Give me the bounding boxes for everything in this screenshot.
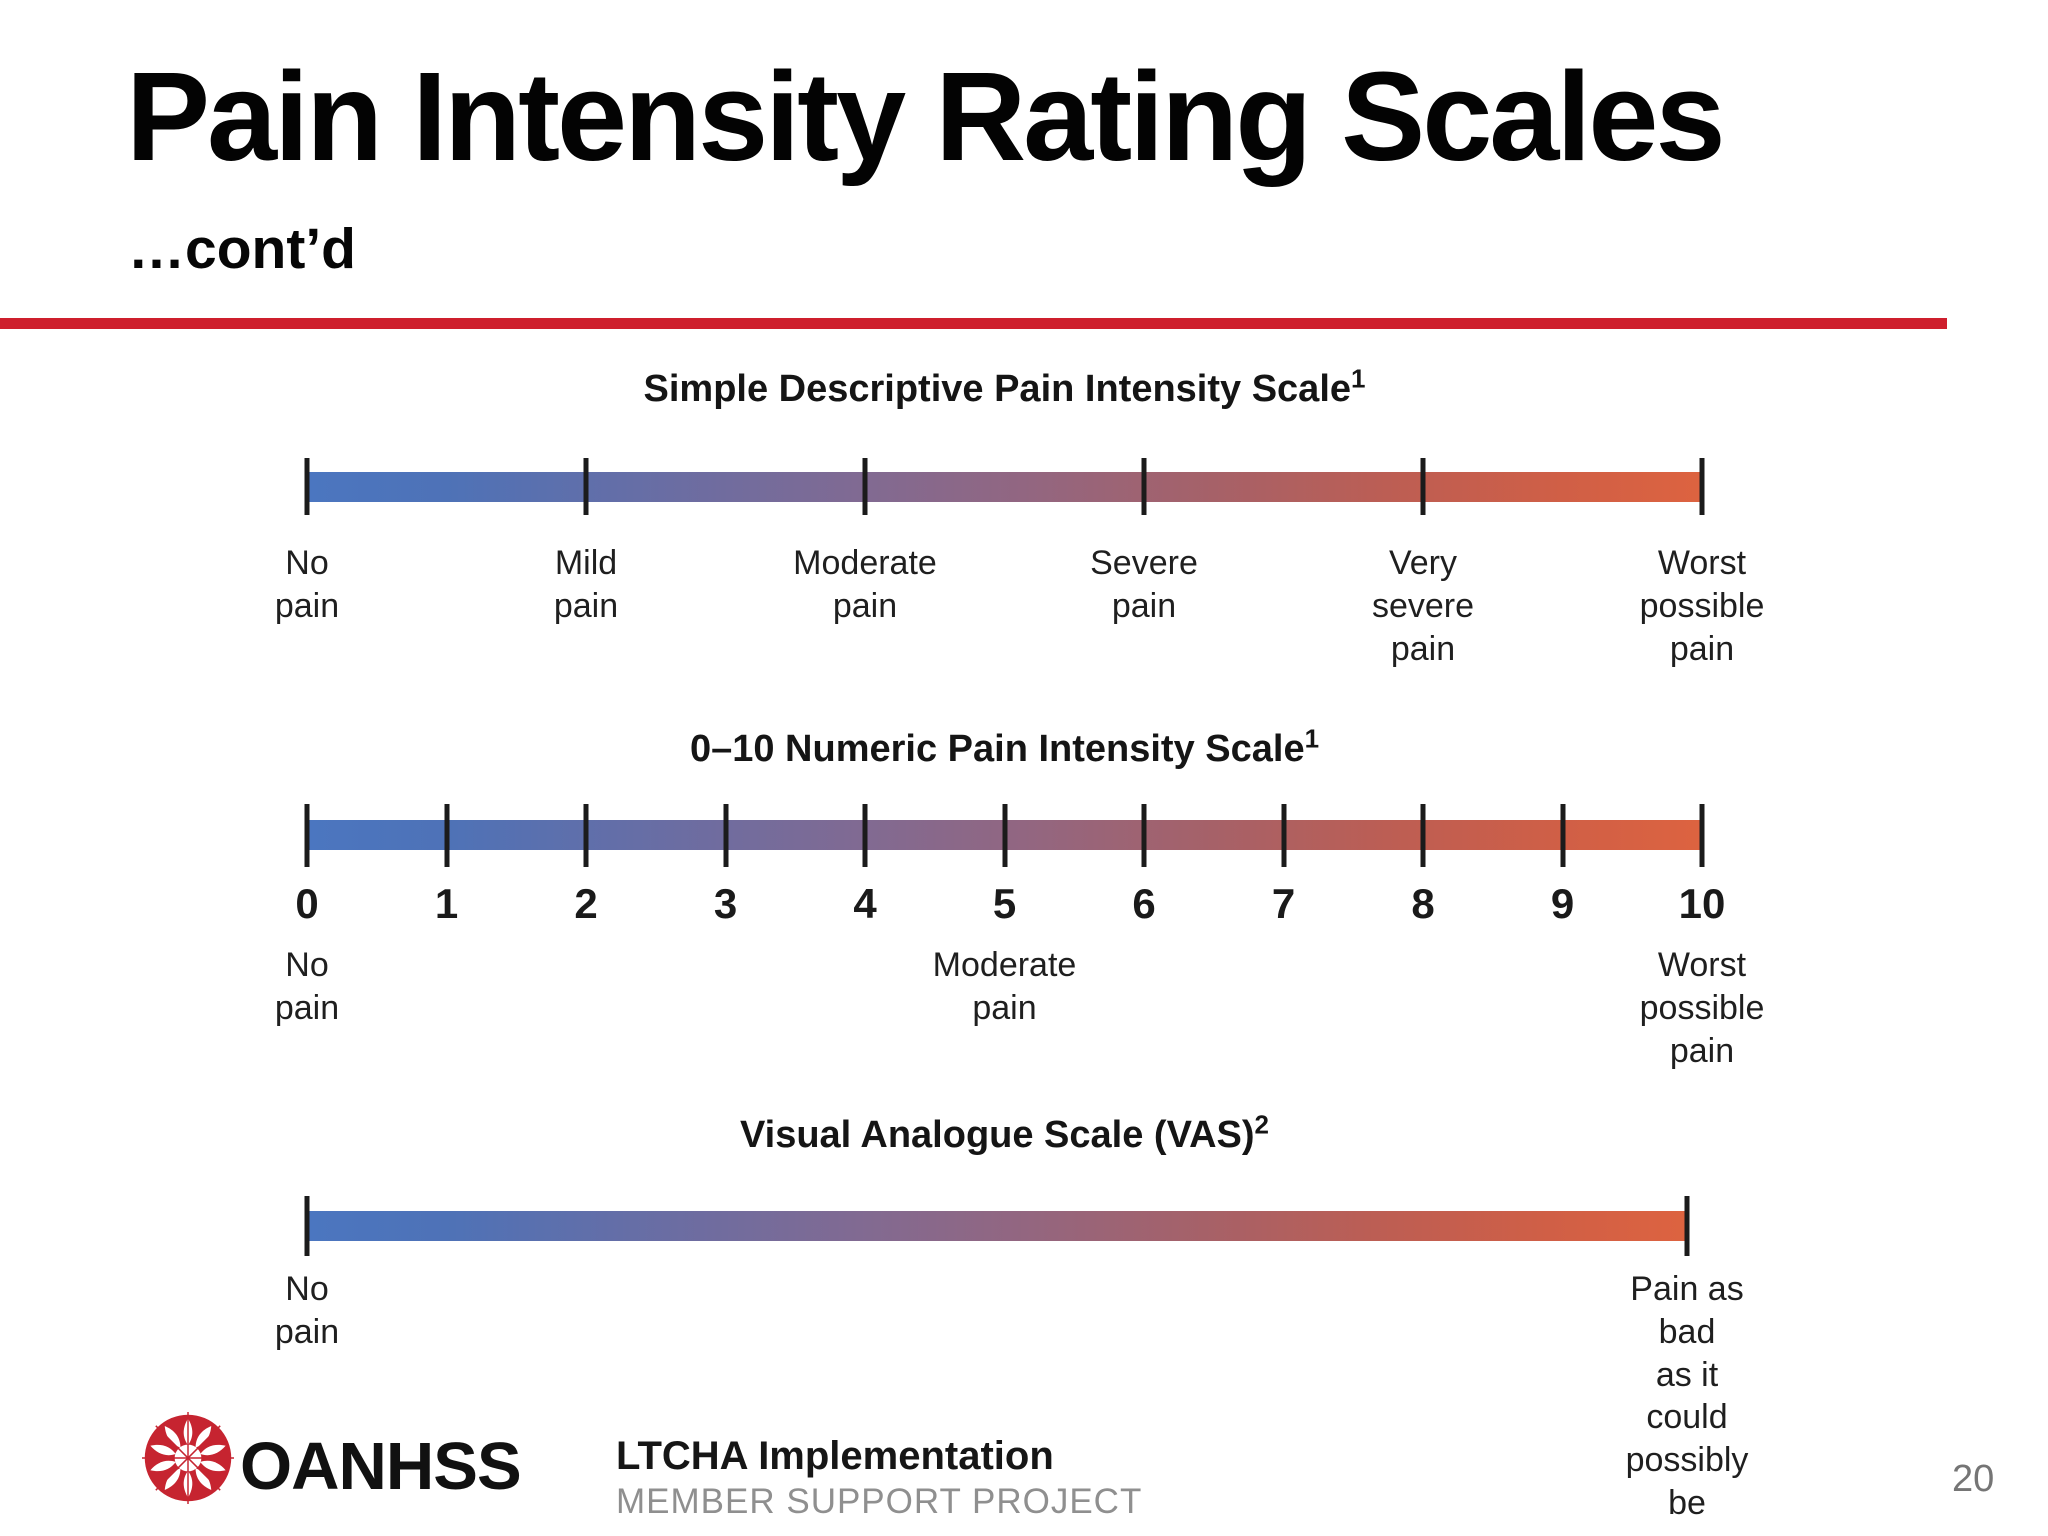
numeric-tick-label: 9 bbox=[1550, 880, 1575, 927]
numeric-tick-label: 8 bbox=[1411, 880, 1435, 927]
scale-title-text: 0–10 Numeric Pain Intensity Scale bbox=[689, 728, 1305, 770]
scale-title-text: Simple Descriptive Pain Intensity Scale bbox=[643, 368, 1352, 410]
title-divider-rule bbox=[0, 318, 1947, 329]
numeric-tick-label: 0 bbox=[295, 880, 319, 927]
vas-scale-track: No pain Pain as bad as it could possibly… bbox=[275, 1196, 1748, 1522]
scale-title-text: Visual Analogue Scale (VAS) bbox=[739, 1114, 1255, 1156]
member-support-project-text: MEMBER SUPPORT PROJECT bbox=[616, 1482, 1143, 1521]
numeric-tick-label: 7 bbox=[1271, 880, 1296, 927]
tick-mark bbox=[1684, 1196, 1690, 1256]
tick-mark bbox=[1699, 804, 1705, 867]
tick-mark bbox=[1560, 804, 1565, 867]
scale-label-mild-pain: Mild pain bbox=[553, 544, 619, 625]
tick-mark bbox=[862, 458, 868, 515]
slide-subtitle: …cont’d bbox=[128, 217, 356, 281]
tick-mark bbox=[1420, 458, 1426, 515]
numeric-scale-title: 0–10 Numeric Pain Intensity Scale1 bbox=[307, 725, 1702, 771]
footnote-superscript: 2 bbox=[1254, 1109, 1270, 1140]
anchor-label-pain-as-bad: Pain as bad as it could possibly be bbox=[1625, 1270, 1749, 1523]
footnote-superscript: 1 bbox=[1304, 723, 1320, 754]
tick-mark bbox=[1002, 804, 1007, 867]
tick-mark bbox=[1281, 804, 1286, 867]
tick-mark bbox=[304, 458, 310, 515]
numeric-scale-track: 0 1 2 3 4 5 6 7 8 9 10 No pain Moderate … bbox=[275, 804, 1764, 1104]
slide-title: Pain Intensity Rating Scales bbox=[126, 46, 1726, 187]
footnote-superscript: 1 bbox=[1351, 363, 1366, 394]
simple-descriptive-scale-title: Simple Descriptive Pain Intensity Scale1 bbox=[307, 365, 1702, 411]
page-number: 20 bbox=[1952, 1458, 1995, 1500]
numeric-tick-label: 1 bbox=[434, 880, 459, 927]
anchor-label-no-pain: No pain bbox=[274, 946, 340, 1027]
ltcha-implementation-text: LTCHA Implementation bbox=[616, 1434, 1054, 1478]
anchor-label-worst-possible-pain: Worst possible pain bbox=[1639, 946, 1765, 1070]
numeric-tick-label: 6 bbox=[1132, 880, 1156, 927]
scale-label-severe-pain: Severe pain bbox=[1090, 544, 1198, 625]
tick-mark bbox=[862, 804, 868, 867]
numeric-tick-label: 2 bbox=[574, 880, 598, 927]
scale-label-worst-possible-pain: Worst possible pain bbox=[1639, 544, 1765, 668]
tick-mark bbox=[1141, 458, 1147, 515]
scale-label-moderate-pain: Moderate pain bbox=[793, 544, 937, 625]
numeric-tick-label: 10 bbox=[1678, 880, 1726, 927]
anchor-label-no-pain: No pain bbox=[274, 1270, 340, 1351]
tick-mark bbox=[583, 458, 589, 515]
simple-descriptive-scale-track: No pain Mild pain Moderate pain Severe p… bbox=[275, 458, 1764, 718]
tick-mark bbox=[304, 804, 310, 867]
anchor-label-moderate-pain: Moderate pain bbox=[932, 946, 1077, 1027]
numeric-tick-label: 5 bbox=[992, 880, 1017, 927]
tick-mark bbox=[583, 804, 589, 867]
tick-mark bbox=[1141, 804, 1147, 867]
vas-scale-title: Visual Analogue Scale (VAS)2 bbox=[307, 1111, 1702, 1157]
oanhss-logo-icon bbox=[142, 1412, 234, 1504]
tick-mark bbox=[1420, 804, 1426, 867]
tick-mark bbox=[723, 804, 728, 867]
numeric-tick-label: 4 bbox=[853, 880, 877, 927]
gradient-bar bbox=[307, 1211, 1687, 1241]
tick-mark bbox=[1699, 458, 1705, 515]
gradient-bar bbox=[307, 472, 1702, 502]
numeric-tick-label: 3 bbox=[713, 880, 738, 927]
scale-label-no-pain: No pain bbox=[274, 544, 340, 625]
oanhss-logo-text: OANHSS bbox=[240, 1429, 522, 1504]
scale-label-very-severe-pain: Very severe pain bbox=[1371, 544, 1475, 668]
tick-mark bbox=[444, 804, 449, 867]
tick-mark bbox=[304, 1196, 310, 1256]
